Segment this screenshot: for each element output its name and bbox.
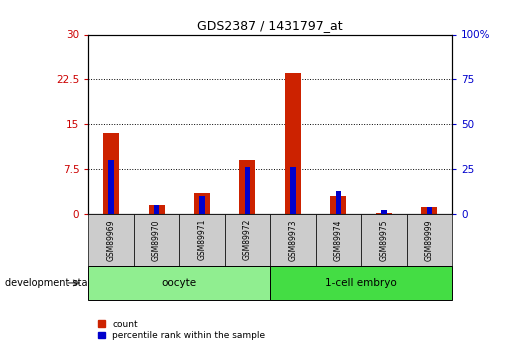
Text: development stage: development stage (5, 278, 99, 288)
Bar (194, 193, 210, 214)
Bar (381, 210, 386, 214)
Bar (239, 160, 256, 214)
Text: GSM89974: GSM89974 (334, 219, 343, 260)
Title: GDS2387 / 1431797_at: GDS2387 / 1431797_at (197, 19, 343, 32)
Bar (290, 167, 295, 214)
Text: 1-cell embryo: 1-cell embryo (325, 278, 397, 288)
Text: GSM89975: GSM89975 (379, 219, 388, 260)
Bar (109, 160, 114, 214)
Bar (103, 133, 119, 214)
Text: GSM89972: GSM89972 (243, 219, 252, 260)
Text: GSM89970: GSM89970 (152, 219, 161, 260)
Bar (427, 207, 432, 214)
Bar (199, 196, 205, 214)
Bar (336, 190, 341, 214)
Bar (330, 196, 346, 214)
Bar (148, 205, 165, 214)
Bar (154, 205, 159, 214)
Bar (421, 207, 437, 214)
Bar (245, 167, 250, 214)
Bar (376, 213, 392, 214)
Legend: count, percentile rank within the sample: count, percentile rank within the sample (98, 320, 266, 341)
Bar (285, 73, 301, 214)
Text: oocyte: oocyte (162, 278, 197, 288)
Text: GSM89973: GSM89973 (288, 219, 297, 260)
Text: GSM89999: GSM89999 (425, 219, 434, 260)
Text: GSM89971: GSM89971 (197, 219, 207, 260)
Text: GSM89969: GSM89969 (107, 219, 116, 260)
